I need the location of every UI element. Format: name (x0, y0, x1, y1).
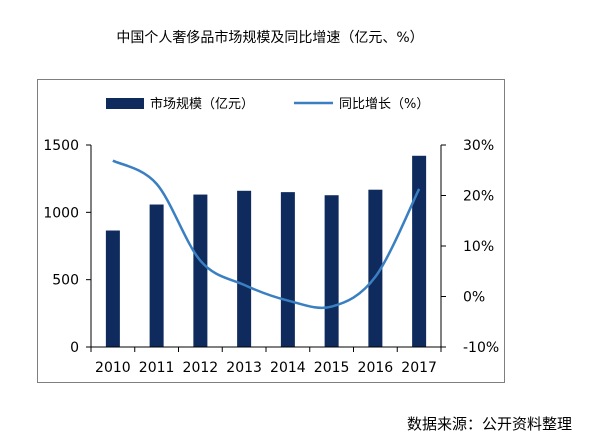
bar-2010 (105, 230, 120, 347)
y-right-tick-label-10%: 10% (463, 239, 494, 255)
x-tick-label-2012: 2012 (183, 360, 219, 376)
source-note: 数据来源：公开资料整理 (406, 415, 572, 433)
y-right-tick-label-0%: 0% (463, 290, 485, 306)
x-tick-label-2017: 2017 (401, 360, 437, 376)
legend-line-label: 同比增长（%） (339, 97, 429, 112)
chart-frame (37, 79, 505, 383)
bar-2017 (412, 155, 427, 347)
y-left-tick-label-0: 0 (70, 340, 79, 356)
y-left-tick-label-500: 500 (52, 273, 79, 289)
bar-2015 (324, 195, 339, 347)
y-right-tick-label-20%: 20% (463, 189, 494, 205)
bar-2016 (368, 189, 383, 347)
y-left-tick-label-1500: 1500 (43, 138, 79, 154)
y-right-tick-label--10%: -10% (463, 340, 499, 356)
bar-2012 (193, 194, 208, 347)
bar-2011 (149, 204, 164, 347)
x-tick-label-2014: 2014 (270, 360, 306, 376)
x-tick-label-2011: 2011 (139, 360, 175, 376)
x-tick-label-2013: 2013 (226, 360, 262, 376)
x-tick-label-2010: 2010 (95, 360, 131, 376)
y-right-tick-label-30%: 30% (463, 138, 494, 154)
bar-2014 (280, 192, 295, 347)
chart-title: 中国个人奢侈品市场规模及同比增速（亿元、%） (116, 30, 424, 46)
growth-line (112, 159, 421, 310)
x-tick-label-2016: 2016 (358, 360, 394, 376)
bar-2013 (237, 190, 252, 347)
y-left-tick-label-1000: 1000 (43, 205, 79, 221)
x-tick-label-2015: 2015 (314, 360, 350, 376)
legend-bar-label: 市场规模（亿元） (150, 96, 254, 112)
legend-bar-swatch (106, 98, 144, 109)
